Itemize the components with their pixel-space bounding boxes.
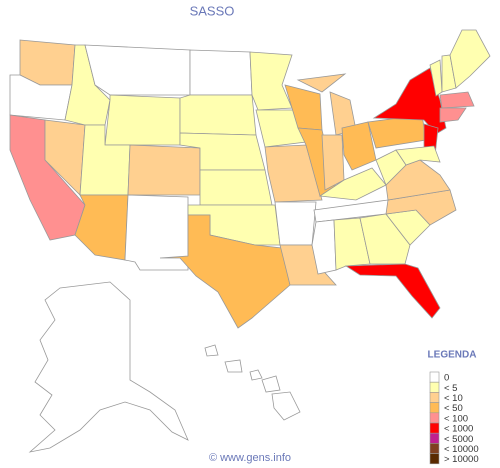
legend-swatch — [429, 443, 440, 454]
alaska — [28, 281, 189, 453]
state — [341, 121, 377, 171]
legend-swatch — [429, 412, 440, 424]
legend-swatch — [429, 402, 440, 414]
legend-swatch — [429, 422, 440, 434]
island — [204, 344, 219, 357]
state — [296, 73, 347, 93]
state — [84, 44, 191, 96]
legend-label: < 10000 — [444, 444, 479, 455]
legend-label: < 5000 — [444, 434, 473, 445]
hawaii — [204, 344, 301, 421]
legend-title: LEGENDA — [428, 350, 477, 361]
state — [372, 67, 447, 135]
state — [19, 39, 76, 86]
legend-label: > 10000 — [444, 454, 479, 465]
legend-label: < 10 — [444, 393, 463, 404]
state — [159, 214, 291, 329]
legend-label: 0 — [444, 373, 449, 384]
legend-swatch — [429, 371, 440, 383]
island — [249, 369, 263, 381]
legend-swatch — [429, 453, 440, 465]
state — [124, 194, 189, 271]
state — [359, 213, 411, 265]
legend-label: < 5 — [444, 383, 457, 394]
state — [439, 107, 467, 123]
legend-swatch — [429, 381, 440, 393]
state — [127, 144, 201, 196]
state — [104, 94, 181, 146]
state — [249, 51, 293, 111]
state — [189, 49, 253, 96]
state — [311, 219, 337, 275]
us-map — [9, 29, 491, 329]
state — [274, 201, 317, 246]
state — [279, 244, 337, 286]
alaska-outline — [28, 281, 189, 453]
state — [439, 91, 475, 109]
state — [395, 145, 441, 166]
legend-label: < 1000 — [444, 424, 473, 435]
state — [264, 144, 323, 203]
state — [318, 167, 387, 201]
island — [224, 359, 243, 373]
footer: © www.gens.info — [209, 452, 291, 464]
map-title: SASSO — [190, 3, 235, 18]
legend-label: < 100 — [444, 413, 468, 424]
state — [179, 94, 257, 136]
state — [344, 263, 441, 319]
legend: 0< 5< 10< 50< 100< 1000< 5000< 10000> 10… — [429, 371, 479, 465]
state — [199, 169, 273, 206]
legend-label: < 50 — [444, 403, 463, 414]
island — [261, 375, 281, 393]
state — [449, 29, 491, 89]
legend-swatch — [429, 432, 440, 444]
state — [333, 217, 371, 271]
island — [271, 391, 301, 421]
legend-swatch — [429, 392, 440, 403]
